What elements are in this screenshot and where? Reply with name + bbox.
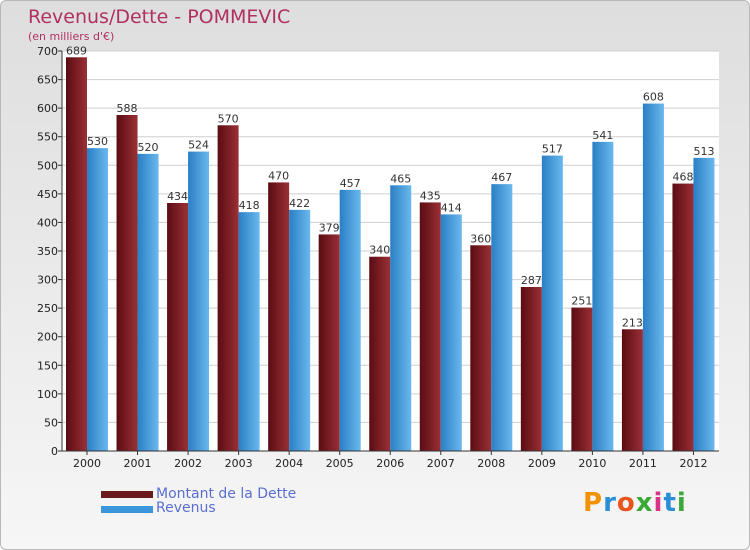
logo-letter: r — [603, 488, 617, 518]
bar-revenus — [87, 148, 108, 451]
value-label-dette: 434 — [167, 190, 188, 203]
x-tick-label: 2000 — [73, 457, 101, 470]
y-tick-label: 600 — [37, 102, 58, 115]
value-label-revenus: 520 — [138, 141, 159, 154]
bar-dette — [167, 203, 189, 451]
value-label-revenus: 513 — [693, 145, 714, 158]
bar-revenus — [440, 214, 462, 451]
bar-revenus — [339, 189, 361, 451]
chart-title: Revenus/Dette - POMMEVIC — [28, 6, 291, 28]
y-tick-label: 700 — [37, 45, 58, 58]
y-tick-label: 50 — [44, 416, 58, 429]
y-tick-label: 300 — [37, 274, 58, 287]
x-tick-label: 2002 — [174, 457, 202, 470]
logo-letter: i — [676, 488, 687, 518]
bar-revenus — [491, 184, 513, 451]
bar-dette — [672, 183, 694, 452]
legend-label-dette: Montant de la Dette — [156, 486, 297, 502]
y-tick-label: 550 — [37, 131, 58, 144]
bar-revenus — [238, 212, 260, 451]
bar-dette — [520, 287, 542, 451]
bar-dette — [268, 182, 290, 451]
value-label-dette: 379 — [319, 221, 340, 234]
logo-letter: P — [583, 488, 604, 518]
x-tick-label: 2005 — [326, 457, 354, 470]
bar-revenus — [137, 153, 159, 451]
x-tick-label: 2008 — [477, 457, 505, 470]
bar-dette — [621, 329, 643, 451]
logo-letter: x — [635, 488, 654, 518]
value-label-revenus: 465 — [390, 172, 411, 185]
x-tick-label: 2010 — [578, 457, 606, 470]
y-tick-label: 450 — [37, 188, 58, 201]
bar-revenus — [289, 209, 311, 451]
value-label-dette: 689 — [66, 44, 87, 57]
value-label-revenus: 524 — [188, 139, 209, 152]
y-tick-label: 250 — [37, 302, 58, 315]
bar-dette — [318, 234, 340, 451]
value-label-revenus: 414 — [441, 201, 462, 214]
bar-revenus — [642, 103, 664, 452]
value-label-revenus: 541 — [592, 129, 613, 142]
value-label-dette: 435 — [420, 189, 441, 202]
value-label-dette: 251 — [571, 295, 592, 308]
x-tick-label: 2009 — [528, 457, 556, 470]
bar-dette — [66, 57, 87, 452]
legend-swatch-dette — [101, 491, 153, 498]
value-label-dette: 213 — [622, 316, 643, 329]
bar-dette — [116, 115, 138, 451]
y-tick-label: 0 — [51, 445, 58, 458]
value-label-revenus: 517 — [542, 143, 563, 156]
value-label-dette: 468 — [672, 171, 693, 184]
legend-swatch-revenus — [101, 506, 153, 513]
axes: 0 50 100 150 200 250 300 350 400 450 500 550 600 650 7… — [37, 45, 719, 470]
x-tick-label: 2011 — [629, 457, 657, 470]
bar-dette — [419, 202, 441, 451]
value-label-dette: 287 — [521, 274, 542, 287]
y-tick-label: 200 — [37, 331, 58, 344]
y-tick-label: 650 — [37, 74, 58, 87]
bars: 689 530 588 520 434 524 570 418 470 422 379 457 340 4… — [66, 44, 715, 452]
chart-subtitle: (en milliers d'€) — [28, 30, 115, 43]
value-label-revenus: 530 — [87, 135, 108, 148]
bar-dette — [369, 256, 391, 451]
y-tick-label: 500 — [37, 159, 58, 172]
value-label-dette: 570 — [218, 112, 239, 125]
y-tick-label: 150 — [37, 359, 58, 372]
bar-dette — [217, 125, 239, 452]
x-tick-label: 2003 — [225, 457, 253, 470]
proxiti-logo: Proxiti — [583, 488, 687, 518]
bar-dette — [470, 245, 492, 451]
value-label-dette: 360 — [470, 232, 491, 245]
y-tick-label: 350 — [37, 245, 58, 258]
value-label-dette: 470 — [268, 169, 289, 182]
bar-revenus — [541, 155, 563, 452]
bar-revenus — [693, 157, 715, 451]
value-label-revenus: 467 — [491, 171, 512, 184]
bar-revenus — [390, 185, 412, 452]
value-label-dette: 588 — [117, 102, 138, 115]
y-tick-label: 400 — [37, 216, 58, 229]
y-tick-label: 100 — [37, 388, 58, 401]
bar-revenus — [592, 141, 614, 451]
x-tick-label: 2007 — [427, 457, 455, 470]
value-label-revenus: 418 — [239, 199, 260, 212]
x-tick-label: 2001 — [124, 457, 152, 470]
logo-letter: o — [616, 488, 636, 518]
value-label-dette: 340 — [369, 244, 390, 257]
logo-letter: i — [653, 488, 664, 518]
x-tick-label: 2006 — [376, 457, 404, 470]
logo-letter: t — [663, 488, 677, 518]
value-label-revenus: 457 — [340, 177, 361, 190]
bar-dette — [571, 307, 593, 451]
x-tick-label: 2004 — [275, 457, 303, 470]
value-label-revenus: 422 — [289, 197, 310, 210]
legend-label-revenus: Revenus — [156, 500, 216, 516]
x-tick-label: 2012 — [679, 457, 707, 470]
value-label-revenus: 608 — [643, 91, 664, 104]
bar-revenus — [188, 151, 210, 452]
